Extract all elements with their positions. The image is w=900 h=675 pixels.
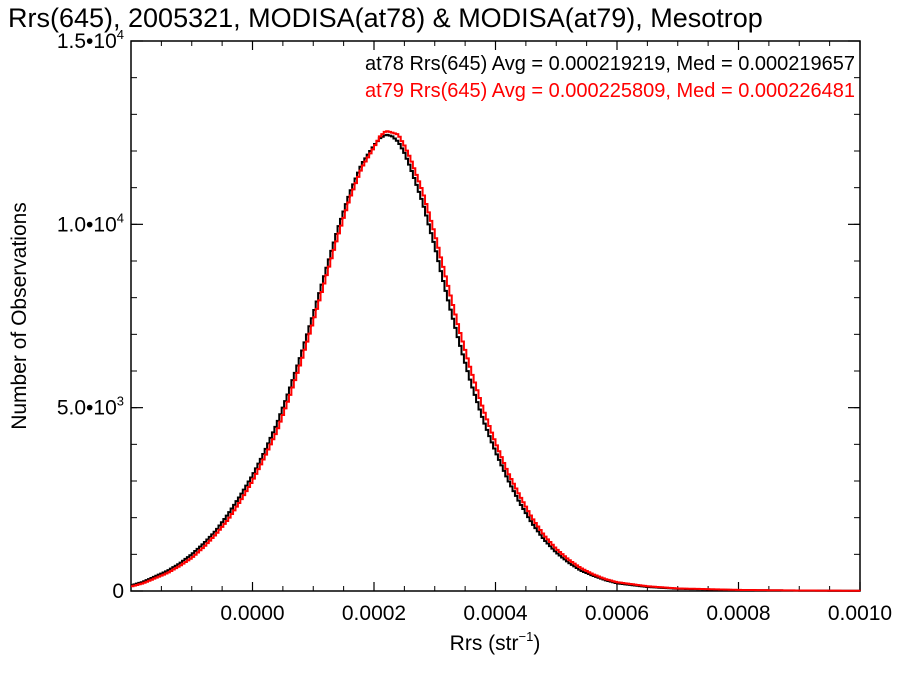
y-tick-label: 0 — [112, 580, 124, 603]
y-tick-label: 1.5•104 — [57, 27, 124, 53]
y-tick-exponent: 3 — [117, 394, 124, 409]
series-line-at79 — [131, 130, 861, 592]
chart-title: Rrs(645), 2005321, MODISA(at78) & MODISA… — [8, 3, 763, 33]
x-tick-label: 0.0004 — [463, 602, 528, 625]
series-layer — [130, 130, 861, 592]
x-axis-label-main: Rrs (str — [450, 632, 519, 655]
y-tick-label: 5.0•103 — [57, 394, 124, 420]
x-tick-label: 0.0006 — [585, 602, 649, 625]
x-axis-label-superscript: −1 — [519, 629, 534, 644]
plot-frame — [130, 40, 861, 592]
y-tick-mantissa: 0 — [112, 580, 124, 603]
series-line-at78 — [131, 133, 861, 592]
x-axis: 0.0000 0.0002 0.0004 0.0006 0.0008 0.0010 — [130, 41, 892, 625]
legend-entry-at78: at78 Rrs(645) Avg = 0.000219219, Med = 0… — [365, 53, 855, 75]
legend: at78 Rrs(645) Avg = 0.000219219, Med = 0… — [365, 53, 855, 102]
y-tick-label: 1.0•104 — [57, 210, 124, 236]
x-tick-label: 0.0000 — [220, 602, 284, 625]
y-tick-exponent: 4 — [117, 27, 124, 42]
y-tick-mantissa: 5.0•10 — [57, 397, 117, 420]
x-tick-label: 0.0002 — [342, 602, 406, 625]
y-tick-mantissa: 1.5•10 — [57, 30, 117, 53]
legend-entry-at79: at79 Rrs(645) Avg = 0.000225809, Med = 0… — [365, 80, 855, 102]
y-tick-exponent: 4 — [117, 210, 124, 225]
x-tick-label: 0.0010 — [828, 602, 892, 625]
x-axis-label-end: ) — [533, 632, 540, 655]
x-tick-label: 0.0008 — [706, 602, 770, 625]
x-axis-label: Rrs (str−1) — [450, 629, 541, 655]
y-axis-label: Number of Observations — [8, 202, 31, 430]
y-tick-mantissa: 1.0•10 — [57, 213, 117, 236]
